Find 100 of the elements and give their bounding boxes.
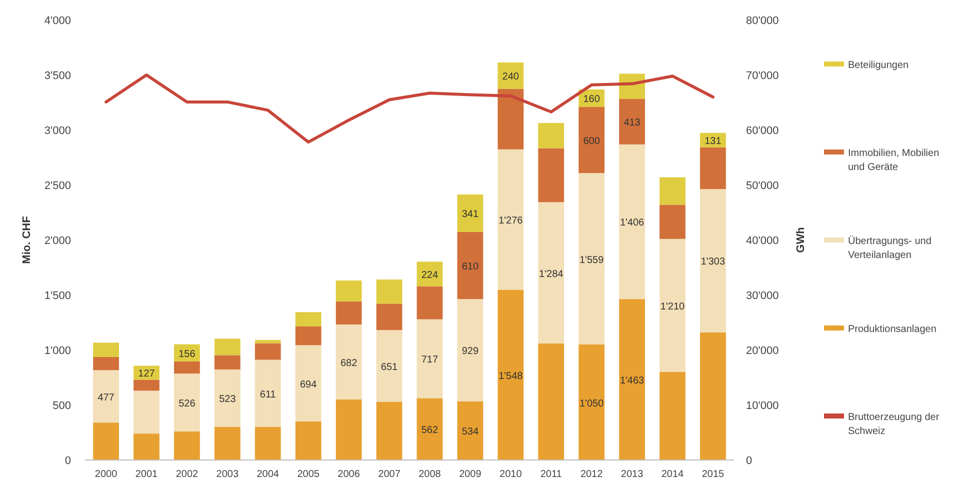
y-tick-label: 500 xyxy=(52,400,71,412)
data-label: 929 xyxy=(462,346,479,358)
bar xyxy=(254,360,281,427)
legend-label: Immobilien, Mobilien und Geräte xyxy=(848,148,940,173)
x-tick-label: 2007 xyxy=(378,469,401,480)
bar xyxy=(416,262,443,286)
bar xyxy=(660,372,686,460)
bar xyxy=(660,238,686,372)
data-label: 717 xyxy=(421,354,439,366)
data-label: 127 xyxy=(138,368,156,380)
bar xyxy=(578,107,605,174)
x-tick-label: 2012 xyxy=(580,469,604,480)
bar xyxy=(295,345,322,422)
y-tick-label: 0 xyxy=(64,455,71,467)
bar xyxy=(214,338,240,356)
y2-tick-label: 50'000 xyxy=(746,180,779,192)
y-tick-label: 1'000 xyxy=(44,345,71,357)
bar xyxy=(376,304,402,330)
data-label: 240 xyxy=(502,72,520,83)
y-tick-label: 2'500 xyxy=(44,180,71,192)
bar xyxy=(93,342,119,357)
x-tick-label: 2014 xyxy=(661,469,684,480)
data-label: 1'548 xyxy=(498,370,524,382)
x-tick-label: 2000 xyxy=(94,469,118,480)
bar xyxy=(376,279,402,304)
y-tick-label: 3'500 xyxy=(44,70,71,82)
y2-tick-label: 0 xyxy=(746,455,752,467)
bar xyxy=(416,286,443,320)
bar xyxy=(538,148,564,202)
legend-label: Übertragungs- und Verteilanlagen xyxy=(848,235,932,261)
y2-tick-label: 40'000 xyxy=(746,235,779,247)
bar xyxy=(174,431,200,460)
bar xyxy=(134,390,160,434)
x-tick-label: 2002 xyxy=(176,469,199,480)
data-label: 413 xyxy=(624,118,641,129)
data-label: 477 xyxy=(98,392,115,404)
data-label: 562 xyxy=(421,425,439,436)
y2-axis-title: GWh xyxy=(795,226,807,253)
x-tick-label: 2006 xyxy=(338,469,360,480)
bar xyxy=(214,355,240,370)
bar xyxy=(457,299,484,402)
y2-tick-label: 20'000 xyxy=(746,345,779,357)
data-label: 341 xyxy=(462,209,479,220)
data-label: 610 xyxy=(462,262,479,273)
bar xyxy=(538,122,564,148)
bar xyxy=(336,301,362,324)
y2-tick-label: 30'000 xyxy=(746,290,779,302)
bar xyxy=(295,312,322,326)
bar xyxy=(498,149,524,290)
bar xyxy=(660,204,686,239)
y2-tick-label: 60'000 xyxy=(746,125,779,137)
bar xyxy=(498,62,524,89)
bar xyxy=(93,356,119,370)
bar xyxy=(93,370,119,423)
bar xyxy=(619,144,645,300)
bar xyxy=(660,177,686,205)
bar xyxy=(457,232,484,300)
data-label: 224 xyxy=(421,270,439,281)
data-label: 1'210 xyxy=(660,301,686,312)
bar xyxy=(336,400,362,460)
x-tick-label: 2004 xyxy=(256,469,280,480)
x-tick-label: 2011 xyxy=(540,469,562,480)
legend-label: Beteiligungen xyxy=(848,60,909,71)
legend-label: Produktionsanlagen xyxy=(848,324,936,335)
y2-tick-label: 70'000 xyxy=(746,70,779,82)
data-label: 651 xyxy=(380,362,398,373)
x-tick-label: 2013 xyxy=(620,469,644,480)
y2-tick-label: 10'000 xyxy=(746,400,779,412)
bar xyxy=(174,374,200,432)
data-label: 611 xyxy=(260,389,276,400)
bar xyxy=(578,173,605,344)
legend-label: Bruttoerzeugung der Schweiz xyxy=(848,412,940,437)
data-label: 1'276 xyxy=(498,216,524,227)
x-tick-label: 2009 xyxy=(459,469,482,480)
bar xyxy=(538,202,564,344)
data-label: 523 xyxy=(219,394,236,406)
bar xyxy=(93,422,119,460)
y-tick-label: 1'500 xyxy=(44,290,71,302)
data-label: 1'559 xyxy=(580,254,604,266)
data-label: 1'303 xyxy=(700,256,726,268)
data-label: 694 xyxy=(300,379,318,390)
bar xyxy=(254,343,281,360)
bar xyxy=(498,290,524,460)
bar xyxy=(578,344,605,460)
x-tick-label: 2005 xyxy=(297,469,320,480)
bar xyxy=(254,340,281,344)
data-label: 1'406 xyxy=(620,218,645,229)
bar xyxy=(457,401,484,460)
bar xyxy=(376,330,402,402)
bar xyxy=(376,402,402,460)
data-label: 160 xyxy=(583,94,600,106)
data-label: 534 xyxy=(462,426,479,438)
bar xyxy=(295,326,322,346)
bar xyxy=(174,361,200,374)
bar xyxy=(254,427,281,460)
bar xyxy=(336,324,362,400)
bar xyxy=(619,98,645,144)
bar xyxy=(214,369,240,427)
y2-tick-label: 80'000 xyxy=(746,15,779,27)
x-tick-label: 2003 xyxy=(216,469,239,480)
